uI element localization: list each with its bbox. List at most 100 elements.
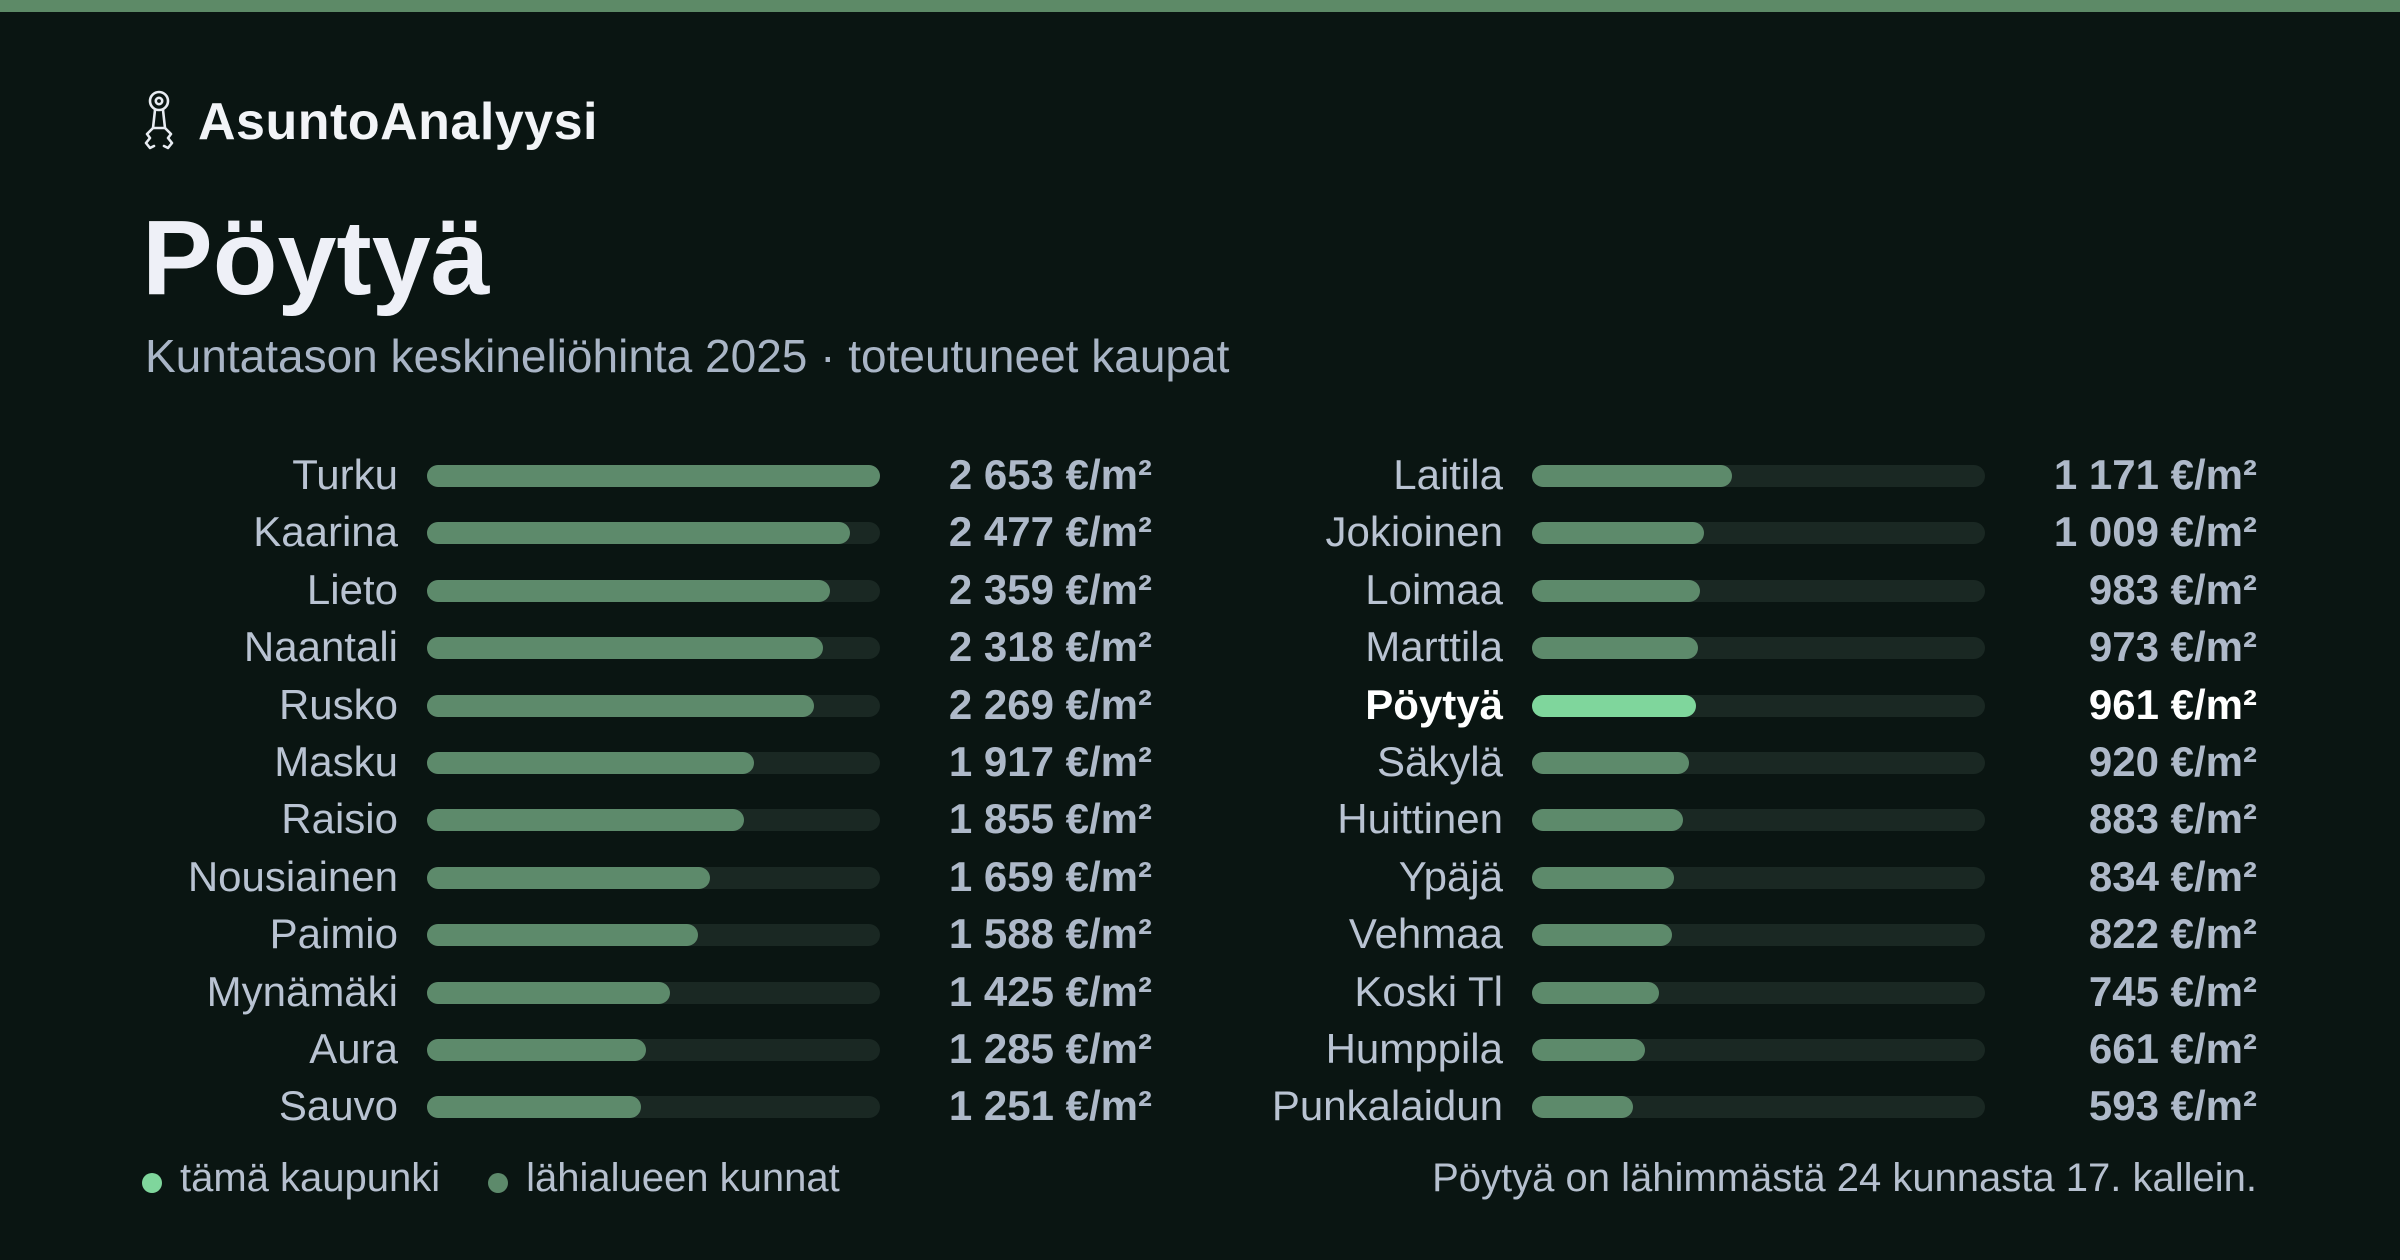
bar-category-label: Aura bbox=[309, 1024, 398, 1072]
bar bbox=[427, 465, 880, 487]
bar-track bbox=[427, 1038, 880, 1061]
bar-value-label: 1 251 €/m² bbox=[948, 1082, 1152, 1130]
bar bbox=[427, 866, 710, 889]
bar bbox=[1532, 579, 1700, 602]
bar-row: Humppila 661 €/m² bbox=[1245, 1020, 2285, 1077]
bar-track bbox=[427, 924, 880, 947]
bar bbox=[1532, 866, 1674, 889]
bar-value-label: 2 318 €/m² bbox=[948, 623, 1152, 671]
bar-row: Huittinen 883 €/m² bbox=[1245, 790, 2285, 847]
bar-track bbox=[427, 694, 880, 717]
bar bbox=[427, 981, 670, 1004]
bar-category-label: Turku bbox=[292, 451, 398, 498]
bar-track bbox=[427, 1096, 880, 1119]
bar-value-label: 2 477 €/m² bbox=[948, 508, 1152, 556]
bar-track bbox=[1532, 694, 1985, 717]
bar-track bbox=[427, 866, 880, 889]
bar-value-label: 1 855 €/m² bbox=[948, 795, 1152, 843]
bar-category-label: Paimio bbox=[269, 910, 398, 958]
legend-label-neighbor: lähialueen kunnat bbox=[526, 1155, 840, 1200]
top-accent-bar bbox=[0, 0, 2400, 12]
bar-row: Turku 2 653 €/m² bbox=[140, 446, 1180, 503]
bar-track bbox=[427, 579, 880, 602]
chart-column-left: Turku 2 653 €/m² Kaarina 2 477 €/m² Lieto 2 3… bbox=[140, 446, 1180, 1135]
bar-value-label: 1 659 €/m² bbox=[948, 852, 1152, 900]
bar bbox=[1532, 465, 1732, 487]
bar-category-label: Pöytyä bbox=[1365, 680, 1503, 728]
bar bbox=[1532, 522, 1704, 545]
bar-row: Ypäjä 834 €/m² bbox=[1245, 848, 2285, 905]
bar-track bbox=[427, 809, 880, 832]
brand-name: AsuntoAnalyysi bbox=[198, 93, 598, 151]
chart-column-right: Laitila 1 171 €/m² Jokioinen 1 009 €/m² Loim… bbox=[1245, 446, 2285, 1135]
bar-row: Naantali 2 318 €/m² bbox=[140, 618, 1180, 675]
bar bbox=[1532, 1096, 1633, 1119]
bar-value-label: 1 285 €/m² bbox=[948, 1024, 1152, 1072]
bar-track bbox=[1532, 579, 1985, 602]
bar-category-label: Koski Tl bbox=[1354, 967, 1503, 1015]
bar-row: Rusko 2 269 €/m² bbox=[140, 676, 1180, 733]
bar-track bbox=[1532, 981, 1985, 1004]
bar-row: Nousiainen 1 659 €/m² bbox=[140, 848, 1180, 905]
legend-label-highlight: tämä kaupunki bbox=[180, 1155, 441, 1200]
bar-row: Pöytyä 961 €/m² bbox=[1245, 676, 2285, 733]
bar-row: Säkylä 920 €/m² bbox=[1245, 733, 2285, 790]
bar-value-label: 745 €/m² bbox=[2088, 967, 2257, 1015]
bar bbox=[1532, 981, 1659, 1004]
bar-value-label: 983 €/m² bbox=[2088, 565, 2257, 613]
bar-row: Punkalaidun 593 €/m² bbox=[1245, 1077, 2285, 1134]
legend-dot-neighbor bbox=[488, 1173, 509, 1193]
bar-row: Masku 1 917 €/m² bbox=[140, 733, 1180, 790]
bar-value-label: 883 €/m² bbox=[2088, 795, 2257, 843]
bar bbox=[427, 694, 814, 717]
bar-value-label: 1 009 €/m² bbox=[2053, 508, 2257, 556]
bar-row: Marttila 973 €/m² bbox=[1245, 618, 2285, 675]
page-subtitle: Kuntatason keskineliöhinta 2025 · toteut… bbox=[145, 330, 1230, 382]
bar-track bbox=[1532, 522, 1985, 545]
bar bbox=[427, 751, 754, 774]
bar-track bbox=[427, 637, 880, 660]
bar bbox=[427, 522, 850, 545]
legend: tämä kaupunki lähialueen kunnat bbox=[142, 1150, 840, 1206]
bar bbox=[1532, 694, 1696, 717]
bar-track bbox=[1532, 924, 1985, 947]
bar-value-label: 1 917 €/m² bbox=[948, 737, 1152, 785]
bar-category-label: Säkylä bbox=[1376, 737, 1503, 785]
bar-row: Paimio 1 588 €/m² bbox=[140, 905, 1180, 962]
bar-value-label: 1 171 €/m² bbox=[2053, 451, 2257, 498]
legend-dot-highlight bbox=[142, 1173, 162, 1193]
bar bbox=[1532, 637, 1698, 660]
bar-track bbox=[1532, 866, 1985, 889]
bar-row: Lieto 2 359 €/m² bbox=[140, 561, 1180, 618]
bar-category-label: Ypäjä bbox=[1398, 852, 1503, 900]
brand: AsuntoAnalyysi bbox=[140, 90, 598, 154]
bar-category-label: Lieto bbox=[306, 565, 398, 613]
bar-track bbox=[427, 465, 880, 487]
bar-category-label: Vehmaa bbox=[1348, 910, 1503, 958]
bar-value-label: 1 588 €/m² bbox=[948, 910, 1152, 958]
bar-track bbox=[1532, 1038, 1985, 1061]
bar-category-label: Huittinen bbox=[1337, 795, 1503, 843]
bar-value-label: 2 269 €/m² bbox=[948, 680, 1152, 728]
bar bbox=[427, 924, 698, 947]
bar-track bbox=[1532, 751, 1985, 774]
bar-category-label: Rusko bbox=[278, 680, 398, 728]
bar-category-label: Loimaa bbox=[1365, 565, 1503, 613]
bar-value-label: 2 653 €/m² bbox=[948, 451, 1152, 498]
bar-row: Koski Tl 745 €/m² bbox=[1245, 963, 2285, 1020]
bar-row: Sauvo 1 251 €/m² bbox=[140, 1077, 1180, 1134]
bar-track bbox=[1532, 1096, 1985, 1119]
bar-value-label: 1 425 €/m² bbox=[948, 967, 1152, 1015]
bar-category-label: Jokioinen bbox=[1325, 508, 1503, 556]
bar-track bbox=[427, 981, 880, 1004]
bar bbox=[1532, 809, 1683, 832]
page-title: Pöytyä bbox=[142, 199, 490, 317]
bar bbox=[1532, 1038, 1645, 1061]
bar bbox=[1532, 924, 1672, 947]
footnote: Pöytyä on lähimmästä 24 kunnasta 17. kal… bbox=[1432, 1156, 2257, 1200]
bar-category-label: Masku bbox=[274, 737, 398, 785]
bar bbox=[427, 637, 823, 660]
bar-track bbox=[1532, 637, 1985, 660]
bar-value-label: 593 €/m² bbox=[2088, 1082, 2257, 1130]
bar-category-label: Mynämäki bbox=[206, 967, 398, 1015]
